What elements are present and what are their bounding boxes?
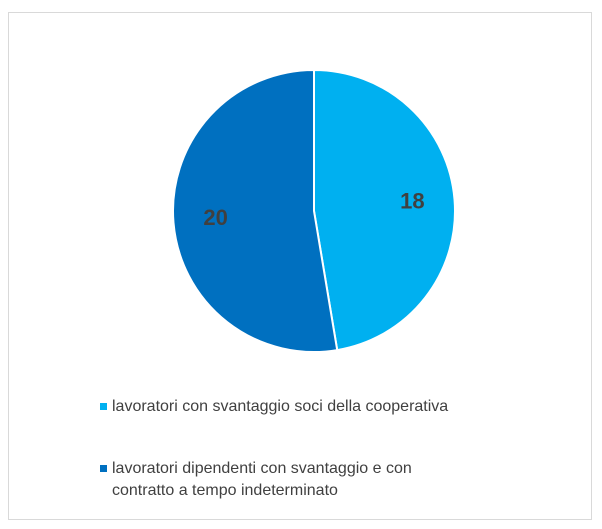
data-label: 20 [203, 205, 227, 230]
legend: lavoratori con svantaggio soci della coo… [100, 396, 592, 529]
legend-item: lavoratori dipendenti con svantaggio e c… [100, 458, 462, 502]
legend-label: lavoratori dipendenti con svantaggio e c… [112, 460, 412, 499]
data-label: 18 [400, 189, 424, 214]
legend-swatch [100, 465, 107, 472]
legend-swatch [100, 403, 107, 410]
legend-item: lavoratori con svantaggio soci della coo… [100, 396, 592, 418]
pie-slice [313, 68, 456, 352]
pie-slice [172, 68, 339, 353]
chart-frame [8, 12, 592, 520]
legend-label: lavoratori con svantaggio soci della coo… [112, 398, 449, 415]
